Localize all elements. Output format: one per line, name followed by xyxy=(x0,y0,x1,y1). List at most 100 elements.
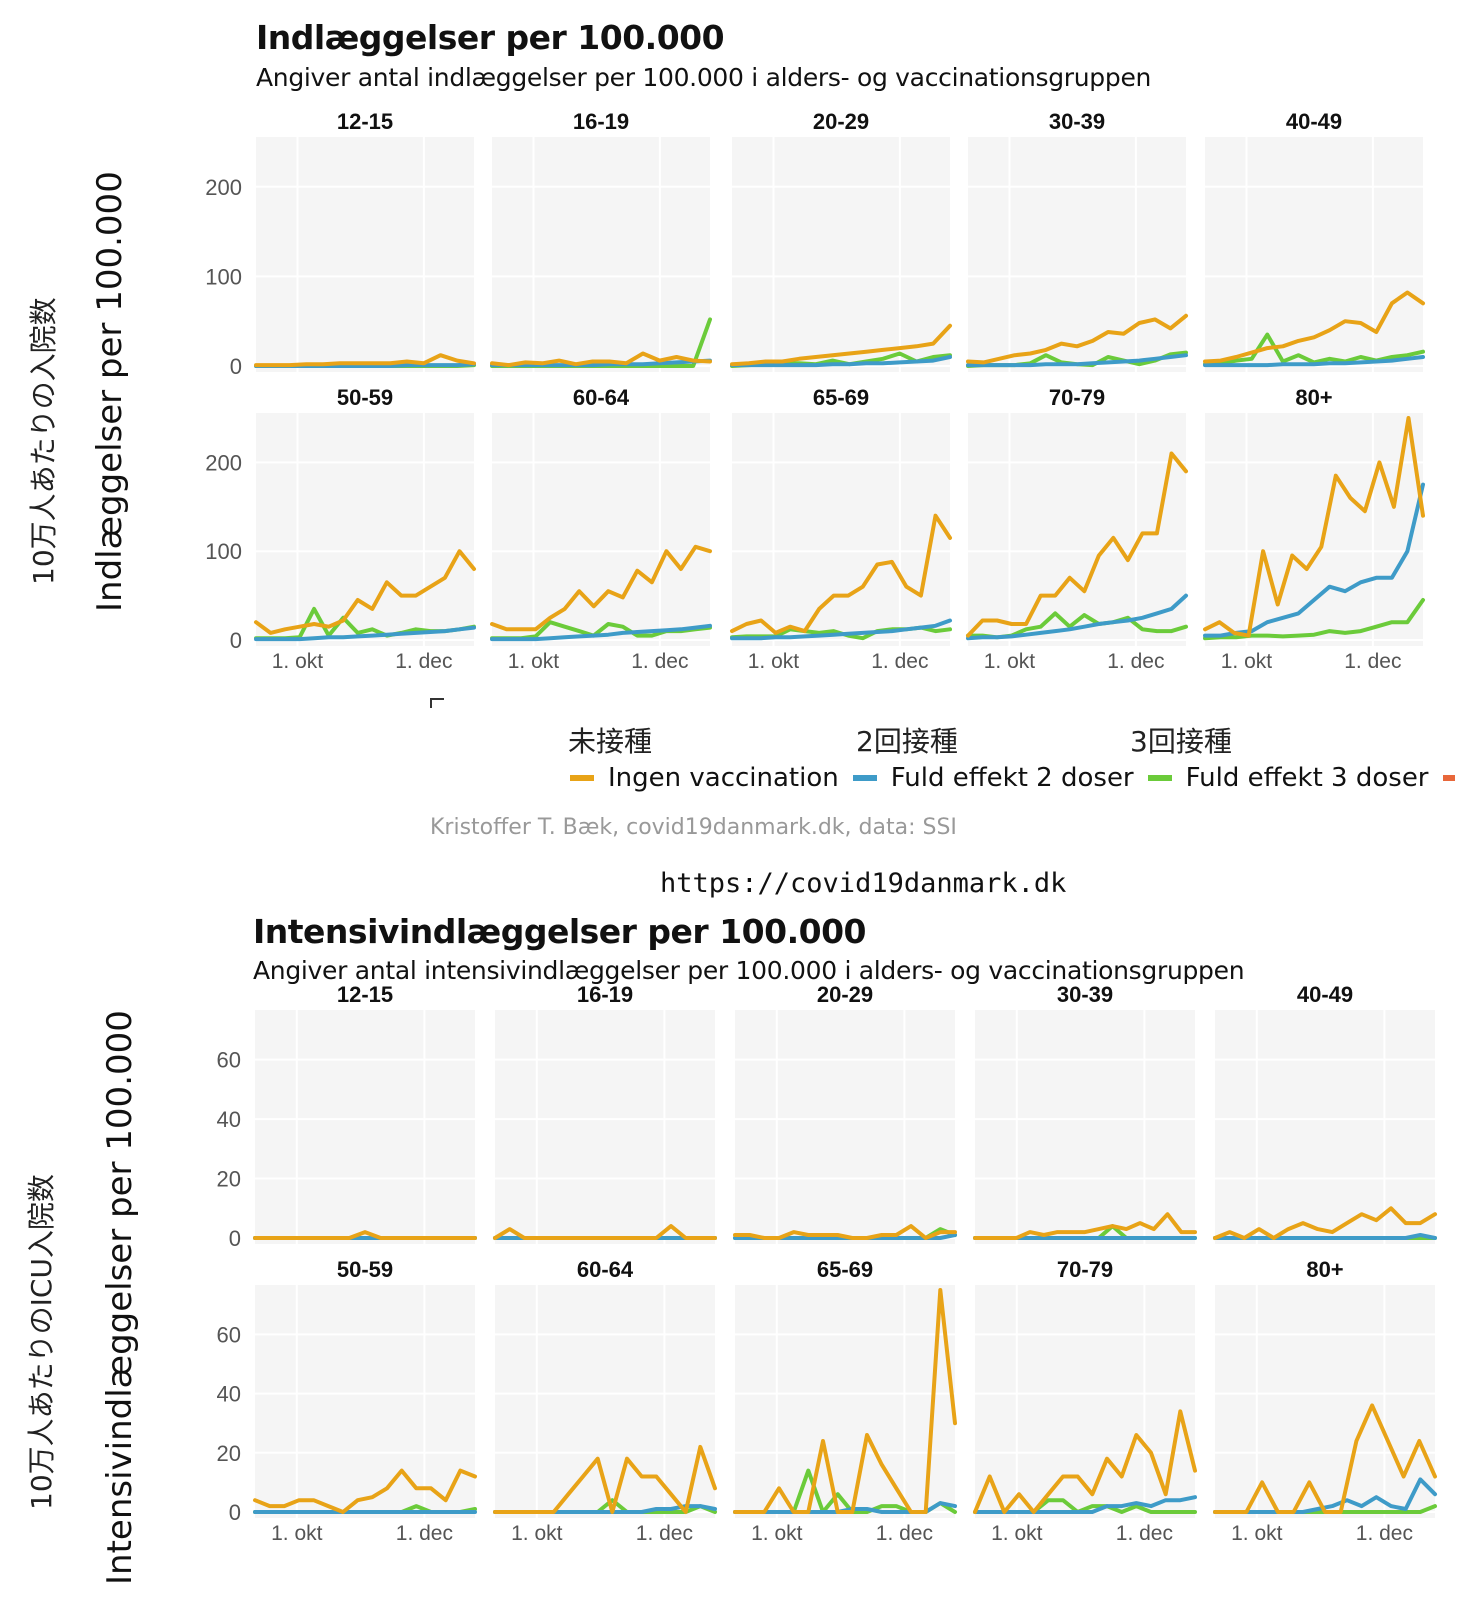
panel-background xyxy=(1215,1285,1435,1518)
panel-label: 12-15 xyxy=(337,982,393,1007)
panel-label: 30-39 xyxy=(1057,982,1113,1007)
y-tick-label: 100 xyxy=(205,539,242,564)
legend-label-fuld2: Fuld effekt 2 doser xyxy=(890,763,1134,793)
series-line-ingen xyxy=(733,1224,957,1240)
x-tick-label: 1. okt xyxy=(991,1522,1043,1545)
y-tick-label: 0 xyxy=(229,1226,241,1251)
panel-label: 70-79 xyxy=(1049,385,1105,410)
panel-label: 50-59 xyxy=(337,1257,393,1282)
panel-background xyxy=(968,413,1186,646)
series-line-fuld2 xyxy=(490,358,712,368)
series-line-ingen xyxy=(730,323,952,367)
y-tick-label: 40 xyxy=(217,1382,241,1407)
series-line-ingen xyxy=(254,549,476,635)
panel-12-15: 12-15 0 100 200 xyxy=(205,109,476,379)
legend-key-extra xyxy=(1442,775,1455,781)
x-tick-label: 1. dec xyxy=(396,1522,453,1545)
series-line-fuld2 xyxy=(966,353,1188,368)
panel-background xyxy=(492,137,710,372)
panel-40-49: 40-49 xyxy=(1203,109,1425,372)
series-line-ingen xyxy=(1213,1403,1437,1514)
series-line-fuld2 xyxy=(1213,1233,1437,1240)
panel-50-59: 50-59 0 20 40 60 1. okt 1. dec xyxy=(217,1257,477,1545)
panel-label: 50-59 xyxy=(337,385,393,410)
panel-30-39: 30-39 xyxy=(973,982,1197,1244)
panel-background xyxy=(732,137,950,372)
legend: Ingen vaccination Fuld effekt 2 doser Fu… xyxy=(570,763,1482,793)
x-tick-label: 1. okt xyxy=(271,1522,323,1545)
panel-background xyxy=(735,1010,955,1244)
x-tick-label: 1. okt xyxy=(984,650,1036,673)
legend-item-fuld3: Fuld effekt 3 doser xyxy=(1147,763,1429,793)
series-line-ingen xyxy=(493,1444,717,1514)
x-tick-label: 1. dec xyxy=(1344,650,1401,673)
panel-label: 80+ xyxy=(1295,385,1332,410)
x-tick-label: 1. okt xyxy=(748,650,800,673)
panel-label: 70-79 xyxy=(1057,1257,1113,1282)
stray-tick-mark xyxy=(430,698,444,708)
panel-background xyxy=(255,1285,475,1518)
legend-label-ingen: Ingen vaccination xyxy=(608,763,839,793)
panel-30-39: 30-39 xyxy=(966,109,1188,372)
panel-background xyxy=(1215,1010,1435,1244)
legend-jp-two-doses: 2回接種 xyxy=(856,725,958,758)
panel-label: 65-69 xyxy=(817,1257,873,1282)
series-line-fuld2 xyxy=(1213,1477,1437,1514)
series-line-ingen xyxy=(966,313,1188,365)
panel-background xyxy=(732,413,950,646)
panel-label: 60-64 xyxy=(573,385,630,410)
series-line-fuld2 xyxy=(490,623,712,642)
source-caption: Kristoffer T. Bæk, covid19danmark.dk, da… xyxy=(430,815,957,840)
legend-key-fuld3 xyxy=(1147,775,1172,781)
panel-16-19: 16-19 xyxy=(490,109,712,372)
x-tick-label: 1. okt xyxy=(508,650,560,673)
panel-60-64: 60-64 1. okt 1. dec xyxy=(490,385,712,673)
legend-key-ingen xyxy=(570,775,594,781)
panel-16-19: 16-19 xyxy=(493,982,717,1244)
panel-background xyxy=(255,1010,475,1244)
panel-65-69: 65-69 1. okt 1. dec xyxy=(733,1257,957,1545)
panel-label: 65-69 xyxy=(813,385,869,410)
panel-background xyxy=(1205,413,1423,646)
series-line-fuld2 xyxy=(730,618,952,641)
legend-jp-unvaccinated: 未接種 xyxy=(568,725,653,758)
panel-80+: 80+ 1. okt 1. dec xyxy=(1213,1257,1437,1545)
series-line-ingen xyxy=(254,353,476,368)
panel-background xyxy=(256,137,474,372)
y-tick-label: 200 xyxy=(205,450,242,475)
legend-item-extra xyxy=(1442,775,1469,781)
y-tick-label: 60 xyxy=(217,1322,241,1347)
chart2-subtitle: Angiver antal intensivindlæggelser per 1… xyxy=(253,956,1245,985)
series-line-ingen xyxy=(733,1288,957,1514)
x-tick-label: 1. dec xyxy=(636,1522,693,1545)
source-url: https://covid19danmark.dk xyxy=(660,868,1067,899)
panel-65-69: 65-69 1. okt 1. dec xyxy=(730,385,952,673)
series-line-ingen xyxy=(973,1212,1197,1240)
panel-background xyxy=(495,1010,715,1244)
series-line-ingen xyxy=(730,513,952,635)
panel-label: 20-29 xyxy=(813,109,869,134)
series-line-ingen xyxy=(973,1409,1197,1514)
legend-item-ingen: Ingen vaccination xyxy=(570,763,839,793)
y-tick-label: 20 xyxy=(217,1441,241,1466)
series-line-ingen xyxy=(1203,290,1425,364)
chart2-title: Intensivindlæggelser per 100.000 xyxy=(253,912,867,951)
series-line-fuld2 xyxy=(966,593,1188,641)
panel-12-15: 12-15 0 20 40 60 xyxy=(217,982,477,1251)
panel-80+: 80+ 1. okt 1. dec xyxy=(1203,385,1425,673)
x-tick-label: 1. okt xyxy=(511,1522,563,1545)
x-tick-label: 1. dec xyxy=(395,650,452,673)
panel-70-79: 70-79 1. okt 1. dec xyxy=(973,1257,1197,1545)
x-tick-label: 1. dec xyxy=(1356,1522,1413,1545)
x-tick-label: 1. okt xyxy=(751,1522,803,1545)
y-tick-label: 0 xyxy=(230,354,242,379)
panel-background xyxy=(735,1285,955,1518)
series-line-ingen xyxy=(966,451,1188,638)
panel-background xyxy=(968,137,1186,372)
chart1-subtitle: Angiver antal indlæggelser per 100.000 i… xyxy=(256,63,1152,92)
series-line-ingen xyxy=(253,1468,477,1514)
series-line-fuld2 xyxy=(730,355,952,368)
panel-background xyxy=(1205,137,1423,372)
panel-label: 16-19 xyxy=(573,109,629,134)
